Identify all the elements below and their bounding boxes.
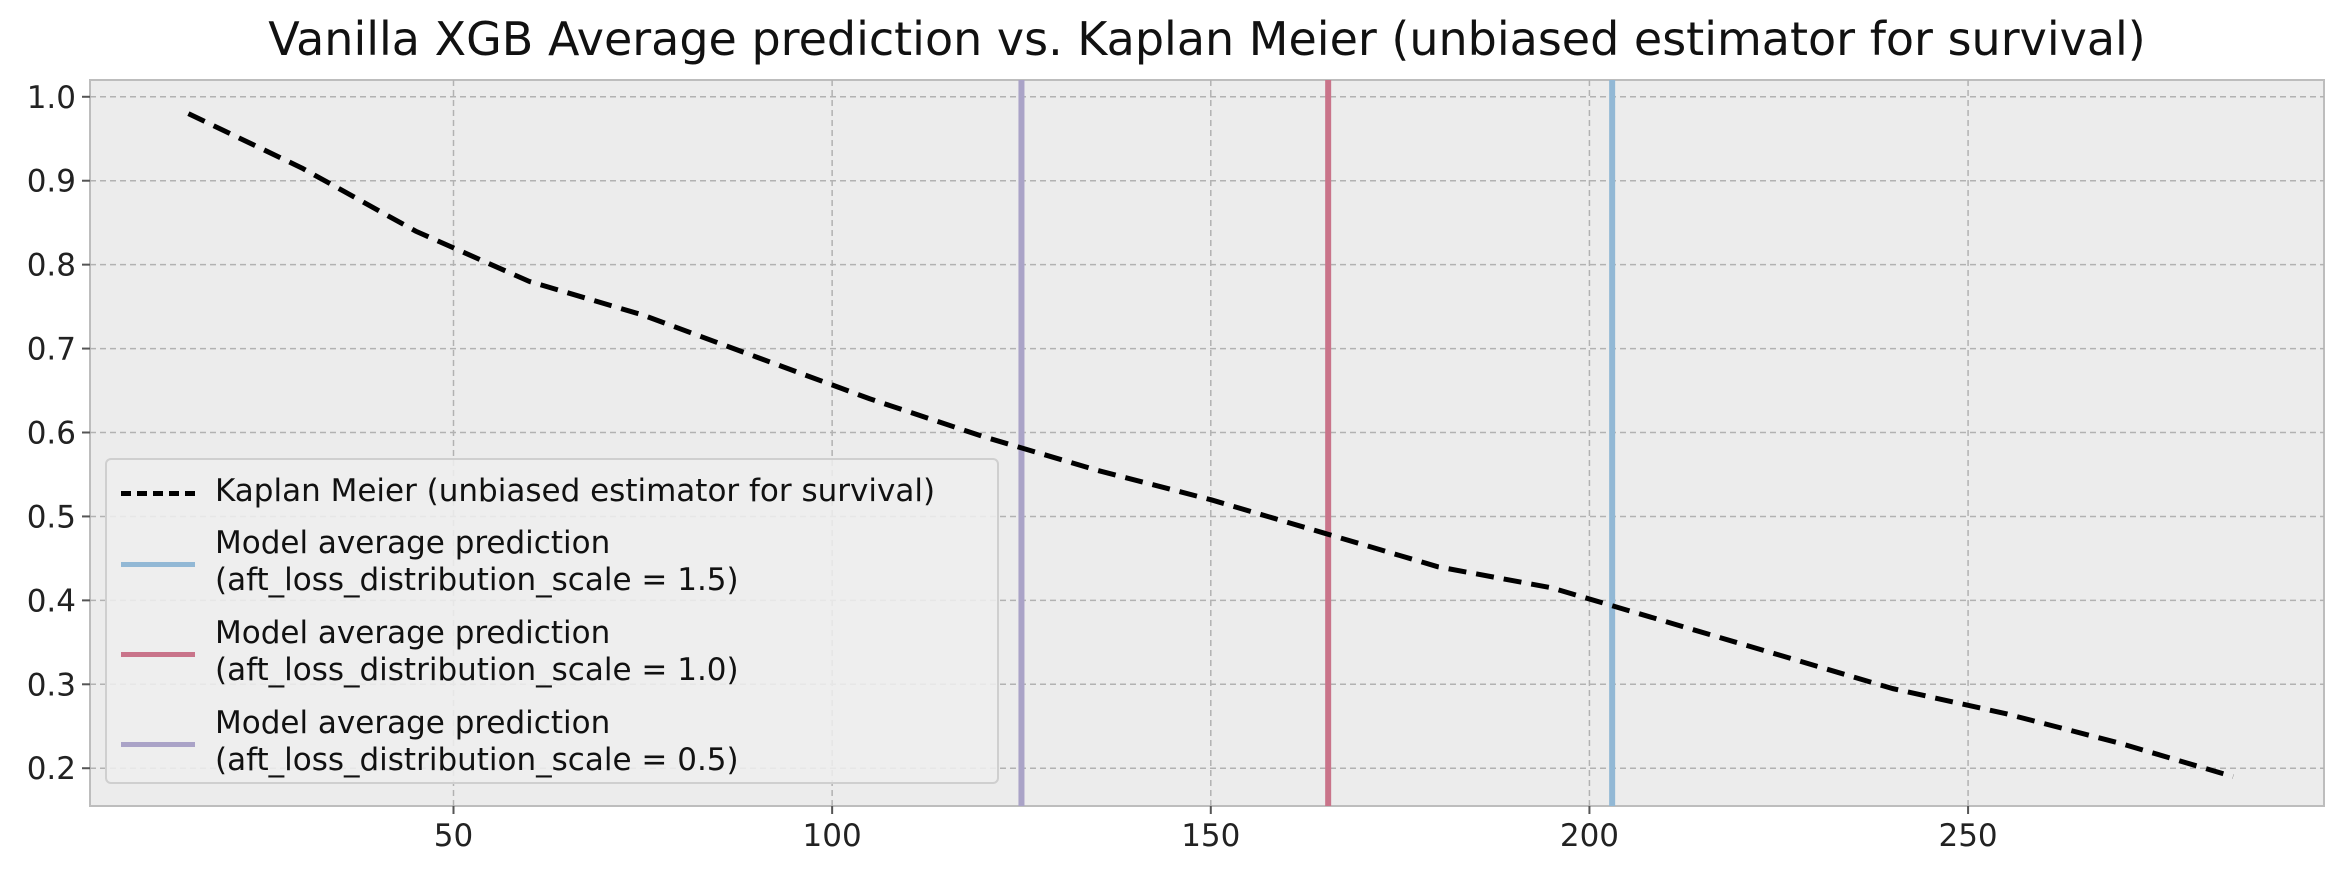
legend-label-scale-0-5: Model average prediction (aft_loss_distr… (215, 705, 739, 778)
y-tick-label: 0.3 (27, 667, 76, 703)
y-tick-label: 0.6 (27, 416, 76, 452)
chart-legend: Kaplan Meier (unbiased estimator for sur… (105, 458, 999, 784)
y-tick-label: 0.4 (27, 583, 76, 619)
legend-swatch-kaplan-meier (121, 491, 195, 496)
chart-title: Vanilla XGB Average prediction vs. Kapla… (268, 12, 2146, 66)
y-tick-label: 0.2 (27, 751, 76, 787)
y-tick-label: 1.0 (27, 80, 76, 116)
tick-layer: 50 100 150 200 250 0.2 0.3 0.4 0.5 0.6 0.7 0.8 0.9 1.… (27, 80, 1998, 854)
legend-label-scale-1-5: Model average prediction (aft_loss_distr… (215, 525, 739, 598)
y-tick-label: 0.9 (27, 164, 76, 200)
x-tick-label: 100 (803, 818, 862, 854)
kaplan-meier-line (187, 111, 2234, 779)
legend-swatch-scale-0-5 (121, 742, 195, 747)
legend-swatch-scale-1-5 (121, 562, 195, 567)
series-layer (187, 80, 2234, 806)
legend-label-scale-1-0: Model average prediction (aft_loss_distr… (215, 615, 739, 688)
x-tick-label: 150 (1181, 818, 1240, 854)
y-tick-label: 0.7 (27, 332, 76, 368)
y-tick-label: 0.5 (27, 499, 76, 535)
legend-label-kaplan-meier: Kaplan Meier (unbiased estimator for sur… (215, 473, 936, 509)
x-tick-label: 50 (434, 818, 473, 854)
legend-swatch-scale-1-0 (121, 652, 195, 657)
y-tick-label: 0.8 (27, 248, 76, 284)
x-tick-label: 200 (1560, 818, 1619, 854)
x-tick-label: 250 (1938, 818, 1997, 854)
